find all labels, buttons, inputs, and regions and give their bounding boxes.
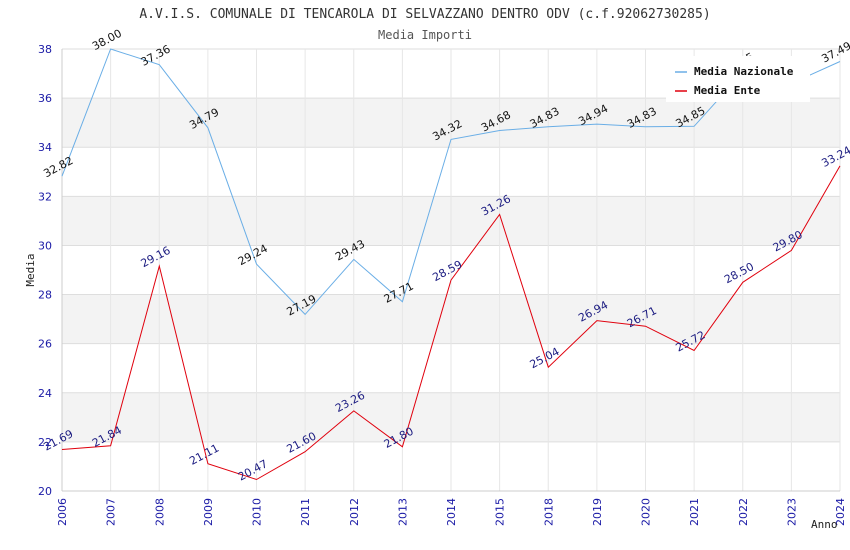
x-tick-label: 2010: [251, 498, 264, 526]
x-tick-label: 2021: [688, 498, 701, 526]
x-tick-label: 2013: [396, 498, 409, 526]
x-tick-label: 2015: [494, 498, 507, 526]
x-tick-label: 2014: [445, 498, 458, 526]
series-line-media-nazionale: [61, 48, 841, 316]
y-tick-label: 30: [38, 239, 52, 252]
x-tick-label: 2006: [56, 498, 69, 526]
x-tick-label: 2022: [737, 498, 750, 526]
chart-subtitle: Media Importi: [378, 28, 472, 42]
series-lines: [61, 48, 841, 481]
x-tick-label: 2018: [542, 498, 555, 526]
y-tick-label: 22: [38, 436, 52, 449]
data-label: 29.16: [139, 244, 173, 270]
y-tick-label: 38: [38, 43, 52, 56]
x-tick-label: 2007: [105, 498, 118, 526]
data-label: 28.59: [430, 258, 464, 284]
data-label: 32.82: [41, 154, 75, 180]
y-tick-label: 34: [38, 141, 52, 154]
y-tick-label: 28: [38, 289, 52, 302]
y-tick-label: 24: [38, 387, 52, 400]
x-tick-label: 2008: [153, 498, 166, 526]
axes: [61, 49, 840, 492]
x-tick-label: 2009: [202, 498, 215, 526]
x-tick-label: 2019: [591, 498, 604, 526]
data-label: 37.36: [139, 42, 173, 68]
chart-title: A.V.I.S. COMUNALE DI TENCAROLA DI SELVAZ…: [139, 7, 710, 22]
legend-label-ente: Media Ente: [694, 84, 761, 97]
x-axis-label: Anno: [811, 518, 838, 531]
data-label: 20.47: [236, 457, 270, 483]
x-tick-label: 2020: [640, 498, 653, 526]
y-tick-label: 36: [38, 92, 52, 105]
data-label: 25.04: [528, 345, 562, 371]
legend: Media Nazionale Media Ente: [666, 56, 810, 102]
series-line-media-ente: [61, 165, 841, 481]
x-tick-label: 2023: [785, 498, 798, 526]
y-tick-label: 20: [38, 485, 52, 498]
y-axis-label: Media: [24, 253, 37, 286]
x-tick-label: 2011: [299, 498, 312, 526]
data-label: 21.11: [187, 442, 221, 468]
legend-label-nazionale: Media Nazionale: [694, 65, 794, 78]
legend-box: [666, 56, 810, 102]
data-label: 28.50: [722, 260, 756, 286]
y-tick-label: 32: [38, 190, 52, 203]
data-label: 37.49: [819, 39, 850, 65]
x-tick-label: 2024: [834, 498, 847, 526]
y-tick-label: 26: [38, 338, 52, 351]
x-tick-label: 2012: [348, 498, 361, 526]
